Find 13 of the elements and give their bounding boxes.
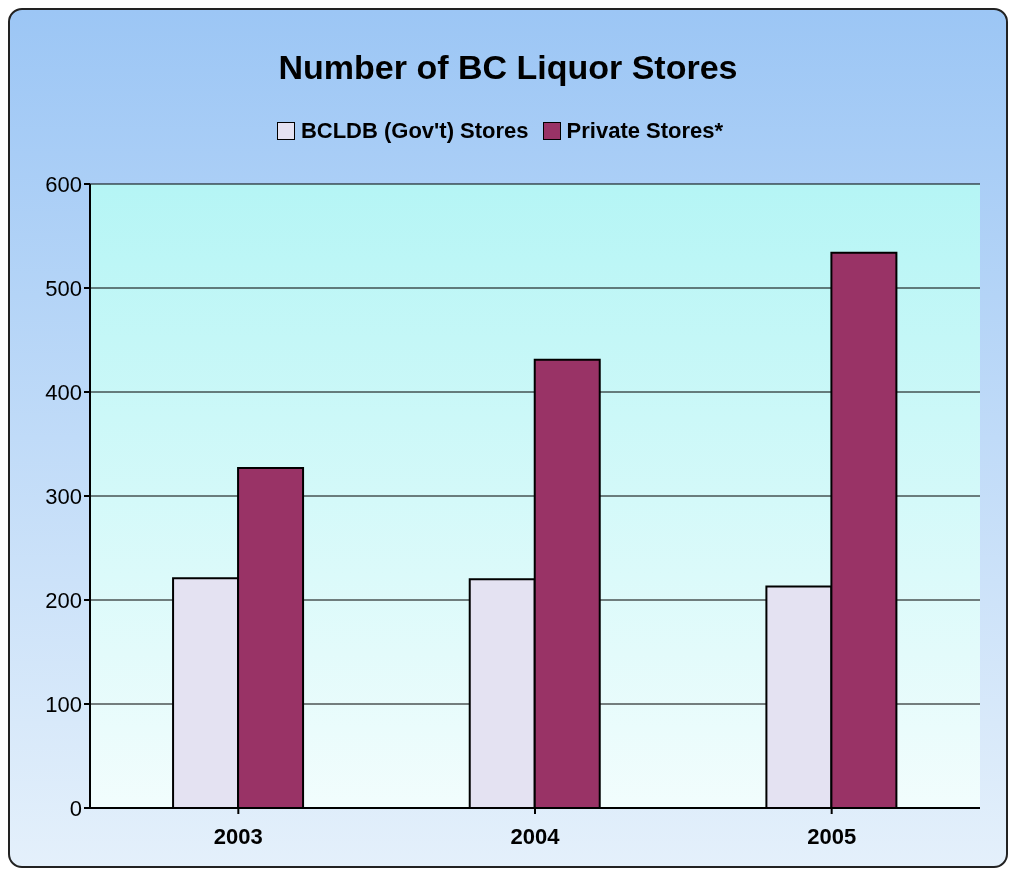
y-tick-label: 200 [45, 587, 82, 613]
y-tick-label: 500 [45, 275, 82, 301]
y-tick-label: 300 [45, 483, 82, 509]
y-tick-label: 0 [69, 795, 82, 821]
y-tick-label: 600 [45, 171, 82, 197]
chart-title: Number of BC Liquor Stores [277, 47, 739, 88]
y-tick-label: 400 [45, 379, 82, 405]
x-tick-label: 2003 [213, 823, 263, 849]
legend-label: Private Stores* [566, 118, 724, 144]
x-tick-label: 2004 [510, 823, 561, 849]
y-tick-label: 100 [45, 691, 82, 717]
x-tick-label: 2005 [807, 823, 857, 849]
legend-label: BCLDB (Gov't) Stores [300, 118, 529, 144]
